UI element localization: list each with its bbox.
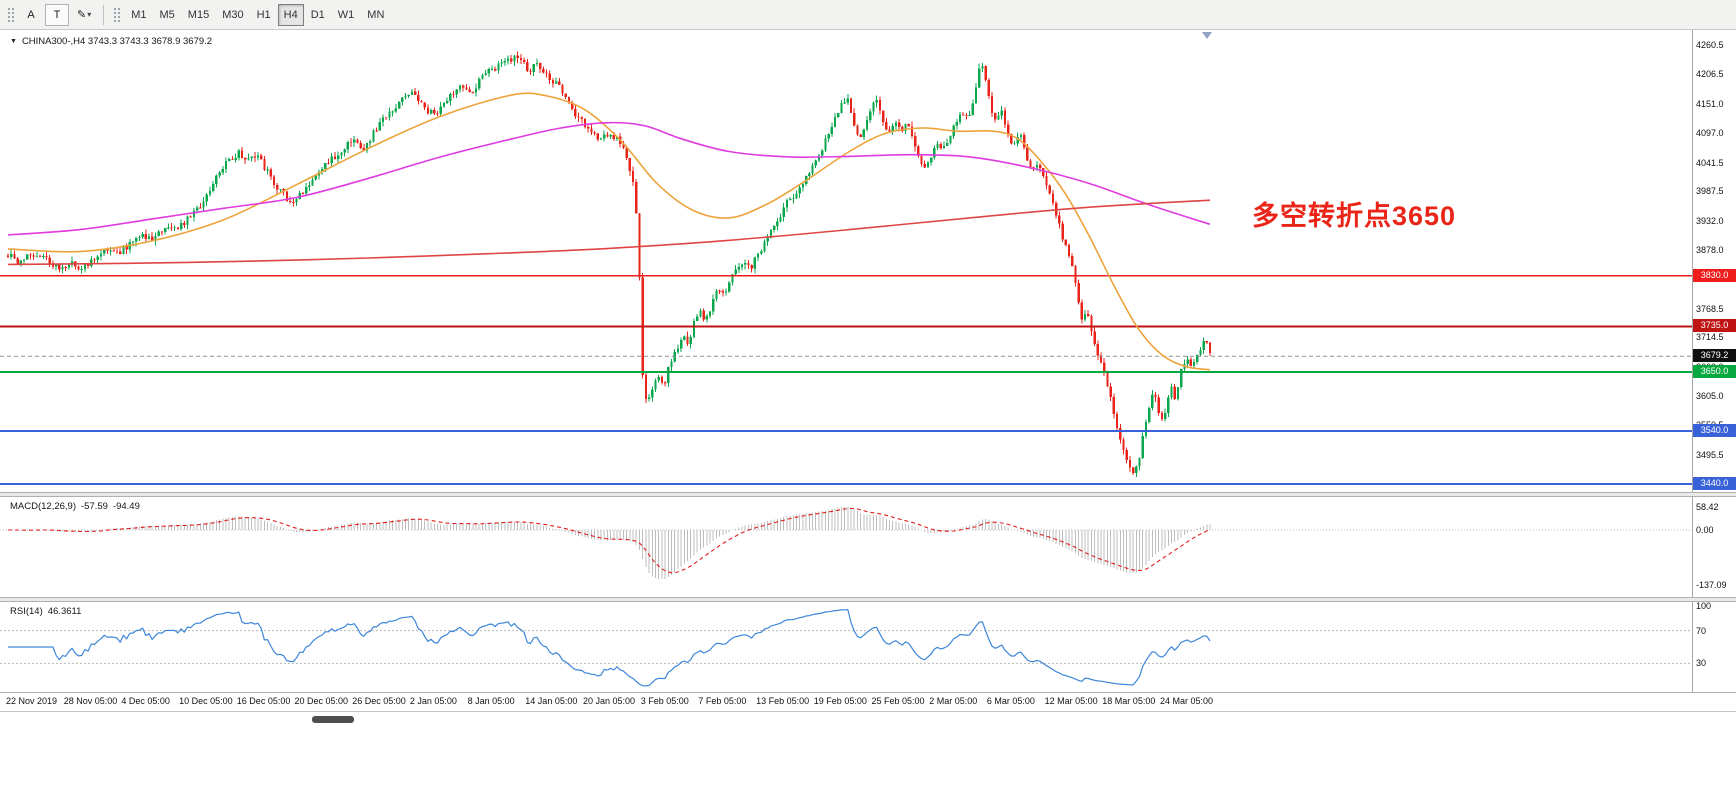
macd-axis-label: -137.09 — [1696, 579, 1727, 590]
macd-main-value: -57.59 — [81, 501, 108, 512]
up-candle-wicks — [10, 54, 1205, 478]
drawing-tools-button[interactable]: ✎ ▾ — [71, 4, 97, 26]
time-axis-label: 2 Mar 05:00 — [929, 696, 978, 706]
time-axis-label: 7 Feb 05:00 — [698, 696, 747, 706]
symbol-collapse-icon[interactable]: ▼ — [10, 38, 17, 45]
time-axis-label: 20 Jan 05:00 — [583, 696, 636, 706]
timeframe-button-m30[interactable]: M30 — [216, 4, 249, 26]
time-axis-label: 18 Mar 05:00 — [1102, 696, 1156, 706]
price-axis-label: 3714.5 — [1696, 332, 1724, 343]
pencil-icon: ✎ — [77, 9, 87, 21]
price-tag-3440.0: 3440.0 — [1693, 477, 1736, 491]
top-toolbar: A T ✎ ▾ M1 M5 M15 M30 H1 H4 D1 W1 MN — [0, 0, 1736, 30]
rsi-indicator-plot[interactable] — [0, 602, 1692, 692]
up-candle-bodies — [10, 55, 1205, 474]
time-axis-label: 25 Feb 05:00 — [871, 696, 925, 706]
price-tag-3650.0: 3650.0 — [1693, 364, 1736, 378]
price-axis-label: 4041.5 — [1696, 157, 1724, 168]
toolbar-separator — [103, 4, 105, 25]
price-tag-3830.0: 3830.0 — [1693, 268, 1736, 282]
timeframe-button-m15[interactable]: M15 — [182, 4, 215, 26]
symbol-ohlc-header: ▼ CHINA300-,H4 3743.3 3743.3 3678.9 3679.… — [10, 36, 217, 47]
macd-histogram — [10, 506, 1211, 580]
time-axis-label: 2 Jan 05:00 — [409, 696, 457, 706]
time-axis-label: 3 Feb 05:00 — [640, 696, 689, 706]
timeframe-button-w1[interactable]: W1 — [332, 4, 361, 26]
chart-text-annotation: 多空转折点3650 — [1252, 201, 1457, 231]
macd-signal-line — [8, 507, 1211, 574]
price-tag-3540.0: 3540.0 — [1693, 423, 1736, 437]
macd-indicator-plot[interactable] — [0, 497, 1692, 597]
timeframe-button-m5[interactable]: M5 — [154, 4, 181, 26]
time-axis-label: 13 Feb 05:00 — [756, 696, 810, 706]
timeframe-button-m1[interactable]: M1 — [125, 4, 152, 26]
price-axis-label: 3932.0 — [1696, 216, 1724, 227]
time-axis-label: 24 Mar 05:00 — [1160, 696, 1214, 706]
time-axis-label: 8 Jan 05:00 — [467, 696, 515, 706]
rsi-axis-label: 30 — [1696, 658, 1707, 669]
text-label-tool-button[interactable]: T — [45, 3, 69, 26]
time-axis-label: 20 Dec 05:00 — [294, 696, 349, 706]
timeframe-button-mn[interactable]: MN — [361, 4, 390, 26]
time-axis-label: 14 Jan 05:00 — [525, 696, 578, 706]
panel-separator-rsi[interactable] — [0, 597, 1736, 602]
down-candle-wicks — [7, 51, 1211, 476]
macd-axis-label: 58.42 — [1696, 501, 1719, 512]
text-annotation-tool-button[interactable]: A — [19, 4, 43, 26]
timeframe-button-h4[interactable]: H4 — [277, 3, 304, 26]
chart-shift-marker-icon[interactable] — [1202, 32, 1212, 39]
rsi-line — [8, 609, 1211, 687]
macd-header: MACD(12,26,9) -57.59 -94.49 — [10, 501, 145, 512]
horizontal-scrollbar-thumb[interactable] — [312, 716, 354, 723]
time-axis-label: 16 Dec 05:00 — [236, 696, 291, 706]
rsi-title: RSI(14) — [10, 606, 43, 617]
rsi-value: 46.3611 — [47, 606, 82, 617]
price-axis-label: 3987.5 — [1696, 186, 1724, 197]
time-axis-label: 19 Feb 05:00 — [813, 696, 867, 706]
down-candle-bodies — [6, 55, 1212, 474]
price-axis-label: 4151.0 — [1696, 98, 1724, 109]
time-axis-label: 26 Dec 05:00 — [352, 696, 406, 706]
price-axis-label: 3768.5 — [1696, 303, 1724, 314]
symbol-ohlc-text: CHINA300-,H4 3743.3 3743.3 3678.9 3679.2 — [21, 36, 213, 47]
time-axis-label: 6 Mar 05:00 — [986, 696, 1035, 706]
panel-separator-macd[interactable] — [0, 492, 1736, 497]
price-axis-label: 3878.0 — [1696, 244, 1724, 255]
price-axis-label: 4206.5 — [1696, 69, 1724, 80]
ma-medium-line — [7, 92, 1211, 371]
timeframe-button-d1[interactable]: D1 — [305, 4, 331, 26]
price-axis-label: 3605.0 — [1696, 390, 1724, 401]
toolbar-grip-handle-2[interactable] — [113, 6, 121, 23]
macd-axis-label: 0.00 — [1696, 525, 1714, 535]
timeframe-button-h1[interactable]: H1 — [251, 4, 277, 26]
time-axis-label: 12 Mar 05:00 — [1044, 696, 1098, 706]
time-axis-label: 28 Nov 05:00 — [63, 696, 118, 706]
time-axis-label: 4 Dec 05:00 — [121, 696, 170, 706]
price-axis-label: 3495.5 — [1696, 449, 1724, 460]
time-axis-strip[interactable] — [0, 692, 1736, 712]
bottom-margin — [0, 712, 1736, 796]
price-axis-label: 4097.0 — [1696, 127, 1724, 138]
timeframe-button-group: M1 M5 M15 M30 H1 H4 D1 W1 MN — [125, 3, 390, 26]
time-axis-label: 22 Nov 2019 — [6, 696, 58, 706]
price-tag-3735.0: 3735.0 — [1693, 319, 1736, 333]
rsi-axis-label: 70 — [1696, 625, 1707, 636]
time-axis-label: 10 Dec 05:00 — [179, 696, 233, 706]
rsi-axis-label: 100 — [1696, 601, 1712, 611]
ma-slow-line — [7, 121, 1211, 236]
rsi-header: RSI(14) 46.3611 — [10, 606, 86, 617]
toolbar-grip-handle[interactable] — [7, 6, 14, 23]
price-axis-label: 4260.5 — [1696, 40, 1724, 51]
price-chart-plot[interactable] — [0, 30, 1692, 492]
dropdown-caret-icon: ▾ — [87, 10, 92, 19]
macd-title: MACD(12,26,9) — [10, 501, 76, 512]
ma-long-line — [7, 199, 1211, 266]
macd-signal-value: -94.49 — [112, 501, 140, 512]
price-tag-3679.2: 3679.2 — [1693, 349, 1736, 363]
